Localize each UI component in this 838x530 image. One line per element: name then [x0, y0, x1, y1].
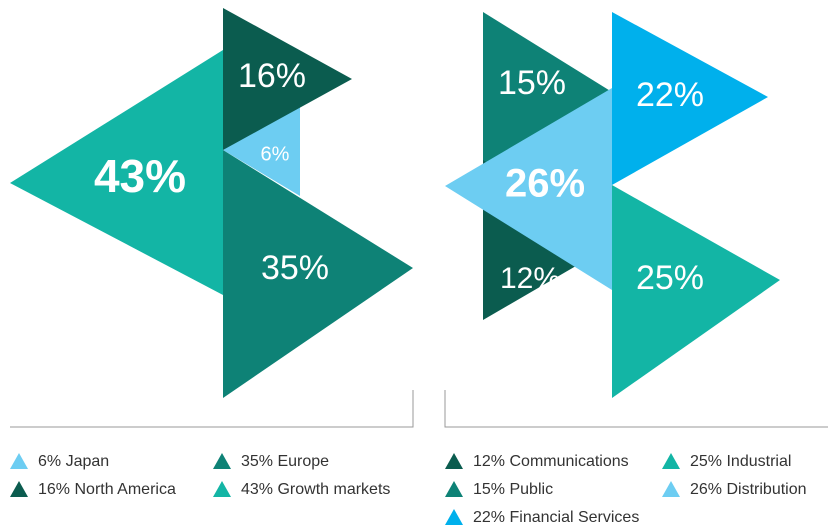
- triangle: [612, 185, 780, 398]
- legend-entry: 35% Europe: [213, 453, 329, 470]
- triangle: [10, 50, 223, 295]
- legend-entry: 22% Financial Services: [445, 509, 639, 526]
- legend-value: 25%: [690, 453, 722, 470]
- data-label: 16%: [238, 57, 306, 95]
- legend-value: 35%: [241, 453, 273, 470]
- legend-swatch: [662, 481, 680, 497]
- legend-value: 26%: [690, 481, 722, 498]
- legend-value: 22%: [473, 509, 505, 526]
- data-label: 15%: [498, 64, 566, 102]
- legend-swatch: [445, 453, 463, 469]
- legend-swatch: [213, 453, 231, 469]
- legend-label: 15% Public: [473, 481, 553, 498]
- triangle-chart: 43% 6% 16% 35% 6% Japan 35% Europe 16% North A…: [10, 8, 413, 498]
- legend-name: Distribution: [726, 481, 806, 498]
- triangle-chart: 15% 12% 26% 22% 25% 12% Communications 25% Ind…: [445, 12, 807, 526]
- legend-swatch: [213, 481, 231, 497]
- data-label: 25%: [636, 259, 704, 297]
- triangle: [445, 88, 612, 290]
- data-label: 35%: [261, 249, 329, 287]
- legend-label: 16% North America: [38, 481, 176, 498]
- brackets: [10, 390, 828, 428]
- triangle: [223, 100, 300, 196]
- triangle: [223, 150, 413, 398]
- legend-entry: 15% Public: [445, 481, 553, 498]
- legend-name: Growth markets: [277, 481, 390, 498]
- legend-value: 15%: [473, 481, 505, 498]
- legend-name: North America: [74, 481, 175, 498]
- legend-entry: 12% Communications: [445, 453, 629, 470]
- data-label: 6%: [261, 143, 290, 165]
- legend-name: Industrial: [726, 453, 791, 470]
- legend-label: 12% Communications: [473, 453, 629, 470]
- legend-name: Europe: [277, 453, 329, 470]
- legend-entry: 26% Distribution: [662, 481, 807, 498]
- legend-name: Public: [509, 481, 553, 498]
- legend-entry: 16% North America: [10, 481, 176, 498]
- bracket: [444, 390, 828, 428]
- legend-swatch: [10, 453, 28, 469]
- legend-label: 6% Japan: [38, 453, 109, 470]
- legend-label: 26% Distribution: [690, 481, 807, 498]
- data-label: 43%: [94, 150, 186, 202]
- legend-swatch: [445, 481, 463, 497]
- legend-label: 43% Growth markets: [241, 481, 390, 498]
- legend-entry: 6% Japan: [10, 453, 109, 470]
- legend-entry: 43% Growth markets: [213, 481, 390, 498]
- legend-name: Japan: [66, 453, 110, 470]
- bracket: [10, 390, 414, 428]
- legend-label: 35% Europe: [241, 453, 329, 470]
- data-label: 26%: [505, 162, 585, 206]
- legend-swatch: [10, 481, 28, 497]
- legend-label: 22% Financial Services: [473, 509, 639, 526]
- legend-name: Financial Services: [509, 509, 639, 526]
- legend-value: 16%: [38, 481, 70, 498]
- legend-name: Communications: [509, 453, 628, 470]
- legend-value: 43%: [241, 481, 273, 498]
- legend-value: 12%: [473, 453, 505, 470]
- legend-swatch: [445, 509, 463, 525]
- triangle: [612, 12, 768, 185]
- data-label: 22%: [636, 76, 704, 114]
- legend-value: 6%: [38, 453, 61, 470]
- data-label: 12%: [500, 262, 560, 295]
- legend-swatch: [662, 453, 680, 469]
- legend-entry: 25% Industrial: [662, 453, 791, 470]
- legend-label: 25% Industrial: [690, 453, 791, 470]
- triangle: [223, 8, 352, 150]
